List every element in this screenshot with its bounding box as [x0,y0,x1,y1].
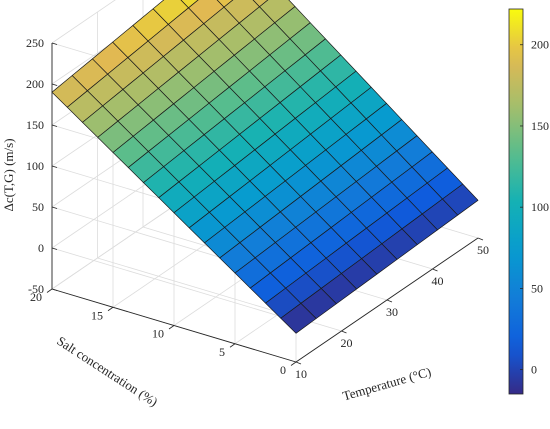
x-axis-label: Temperature (°C) [341,364,433,404]
z-tick-label: 100 [26,159,44,173]
y-tick-label: 15 [91,308,103,322]
x-tick-label: 30 [386,305,398,319]
surface-patch [180,0,199,9]
colorbar: 0 50 100 150 200 [508,8,549,395]
colorbar-tick-label: 50 [531,281,543,295]
colorbar-gradient [508,8,524,395]
y-tick-label: 20 [30,290,42,304]
surface-patch [216,0,234,8]
y-tick-label: 10 [152,327,164,341]
x-tick-label: 20 [341,336,353,350]
surface-patch [252,0,269,8]
surface-patch [442,183,479,216]
z-tick-label: 0 [38,241,44,255]
z-axis-label: Δc(T,G) (m/s) [1,138,16,211]
colorbar-tick-label: 150 [531,119,549,133]
colorbar-tick-label: 200 [531,38,549,52]
y-tick-label: 0 [280,363,286,377]
axis-layer: -50 0 50 100 150 200 250 0 5 10 15 20 10 20 30 40 50 [26,36,489,381]
z-tick-label: -50 [28,282,44,296]
z-tick-label: 50 [32,200,44,214]
colorbar-tick-label: 100 [531,200,549,214]
grid-line [51,0,116,44]
colorbar-tick-label: 0 [531,363,537,377]
x-tick-label: 50 [477,243,489,257]
y-tick-label: 5 [219,345,225,359]
x-tick-label: 10 [295,367,307,381]
surface-layer [51,0,479,334]
x-tick-label: 40 [432,274,444,288]
y-axis-label: Salt concentration (%) [54,333,160,409]
z-tick-label: 150 [26,118,44,132]
z-tick-label: 250 [26,36,44,50]
z-tick-label: 200 [26,77,44,91]
